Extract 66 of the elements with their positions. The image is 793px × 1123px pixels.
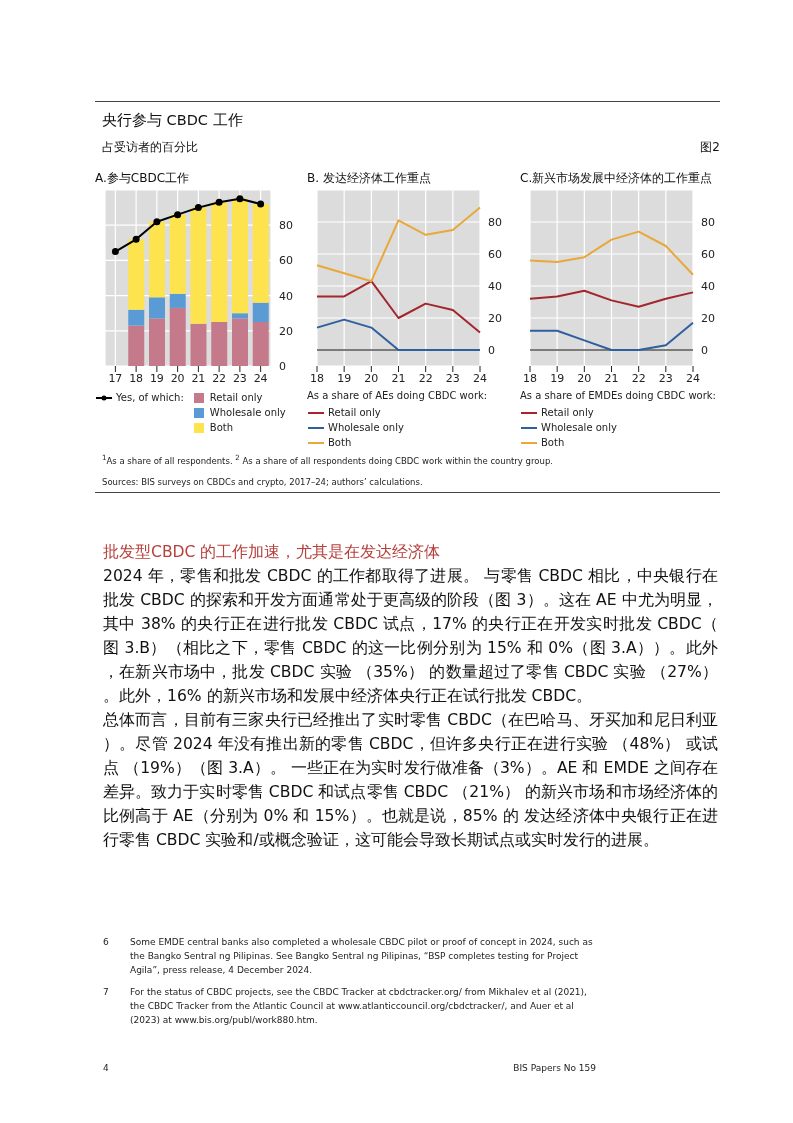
- x-tick-label: 21: [191, 371, 206, 385]
- chart-title: C.新兴市场发展中经济体的工作重点: [520, 170, 714, 187]
- legend-label: Both: [328, 437, 352, 448]
- x-tick-label: 19: [149, 371, 164, 385]
- y-tick-label: 0: [279, 359, 286, 373]
- x-tick-label: 22: [212, 371, 227, 385]
- caption: 图2: [699, 139, 720, 156]
- y-tick-label: 80: [488, 215, 502, 229]
- legend-label: Both: [541, 437, 565, 448]
- x-tick-label: 20: [364, 371, 379, 385]
- legend-label: Wholesale only: [209, 407, 286, 418]
- legend-label: Yes, of which:: [116, 392, 184, 403]
- text: For the status of CBDC projects, see the CBDC Tracker at cbdctracker.org/ from Mikhalev et al (2021), the CBDC Tracker from the Atlantic Council at www.atlanticcouncil.org/cbdctracker/, and Auer et al (2023) at www.bis.org/publ/work880.htm.: [130, 986, 588, 1027]
- text: 总体而言，目前有三家央行已经推出了实时零售 CBDC（在巴哈马、牙买加和尼日利亚）。尽管 2024 年没有推出新的零售 CBDC，但许多央行正在进行实验 （48%） 或试点 （19%）（图 3.A）。 一些正在为实时发行做准备（3%）。AE 和 EMDE 之间存在差异。致力于实时零售 CBDC 和试点零售 CBDC （21%） 的新兴市场和市场经济体的比例高于 AE（分别为 0% 和 15%）。也就是说，85% 的 发达经济体中央银行正在进行零售 CBDC 实验和/或概念验证，这可能会导致长期试点或实时发行的进展。: [103, 710, 718, 851]
- x-tick-label: 22: [631, 371, 646, 385]
- x-tick-label: 24: [473, 371, 487, 385]
- x-tick-label: 17: [108, 371, 123, 385]
- y-tick-label: 60: [488, 247, 502, 261]
- x-tick-label: 23: [445, 371, 460, 385]
- chart-title: B. 发达经济体工作重点: [307, 170, 432, 187]
- text: 批发型CBDC 的工作加速，尤其是在发达经济体: [103, 542, 442, 563]
- x-tick-label: 19: [337, 371, 352, 385]
- y-tick-label: 80: [279, 219, 293, 233]
- x-tick-label: 19: [550, 371, 565, 385]
- y-tick-label: 40: [488, 279, 502, 293]
- y-tick-label: 60: [701, 247, 715, 261]
- text: 占受访者的百分比: [102, 139, 199, 156]
- legend-title: As a share of AEs doing CBDC work:: [307, 390, 489, 403]
- x-tick-label: 18: [129, 371, 144, 385]
- text: 6: [103, 936, 110, 949]
- x-tick-label: 21: [604, 371, 619, 385]
- x-tick-label: 24: [253, 371, 268, 385]
- y-tick-label: 60: [279, 254, 293, 268]
- text: 央行参与 CBDC 工作: [102, 111, 244, 130]
- y-tick-label: 80: [701, 215, 715, 229]
- text: 2024 年，零售和批发 CBDC 的工作都取得了进展。 与零售 CBDC 相比，中央银行在批发 CBDC 的探索和开发方面通常处于更高级的阶段（图 3）。这在 AE 中尤为明显，其中 38% 的央行正在进行批发 CBDC 试点，17% 的央行正在开发实时批发 CBDC（图 3.B）（相比之下，零售 CBDC 的这一比例分别为 15% 和 0%（图 3.A））。此外，在新兴市场中，批发 CBDC 实验 （35%） 的数量超过了零售 CBDC 实验 （27%）。此外，16% 的新兴市场和发展中经济体央行正在试行批发 CBDC。: [103, 566, 718, 707]
- y-tick-label: 0: [701, 343, 708, 357]
- y-tick-label: 20: [488, 311, 502, 325]
- x-tick-label: 21: [391, 371, 406, 385]
- legend-label: Both: [209, 422, 234, 433]
- x-tick-label: 18: [523, 371, 537, 385]
- text: Some EMDE central banks also completed a wholesale CBDC pilot or proof of concept in 2024, such as the Bangko Sentral ng Pilipinas. See Bangko Sentral ng Pilipinas, “BSP completes testing for Project Agila”, press release, 4 December 2024.: [130, 936, 594, 977]
- y-tick-label: 20: [279, 324, 293, 338]
- legend-label: Retail only: [328, 407, 381, 418]
- x-tick-label: 20: [577, 371, 592, 385]
- source-note: Sources: BIS surveys on CBDCs and crypto, 2017–24; authors’ calculations.: [102, 477, 424, 487]
- x-tick-label: 23: [232, 371, 247, 385]
- legend-label: Retail only: [209, 392, 263, 403]
- text: BIS Papers No 159: [512, 1062, 596, 1075]
- legend-label: Wholesale only: [328, 422, 404, 433]
- legend-title: As a share of EMDEs doing CBDC work:: [520, 390, 717, 403]
- y-tick-label: 40: [279, 289, 293, 303]
- text: 4: [103, 1062, 110, 1075]
- x-tick-label: 23: [658, 371, 673, 385]
- y-tick-label: 40: [701, 279, 715, 293]
- y-tick-label: 0: [488, 343, 495, 357]
- y-tick-label: 20: [701, 311, 715, 325]
- x-tick-label: 24: [686, 371, 700, 385]
- text: $^{1}$As a share of all respondents. $^{2}$ As a share of all respondents doing CBDC work within the country group.: [102, 453, 554, 466]
- legend-label: Wholesale only: [541, 422, 617, 433]
- x-tick-label: 18: [310, 371, 324, 385]
- x-tick-label: 20: [170, 371, 185, 385]
- chart-title: A.参与CBDC工作: [95, 170, 191, 187]
- legend-label: Retail only: [541, 407, 594, 418]
- text: 7: [103, 986, 110, 999]
- x-tick-label: 22: [418, 371, 433, 385]
